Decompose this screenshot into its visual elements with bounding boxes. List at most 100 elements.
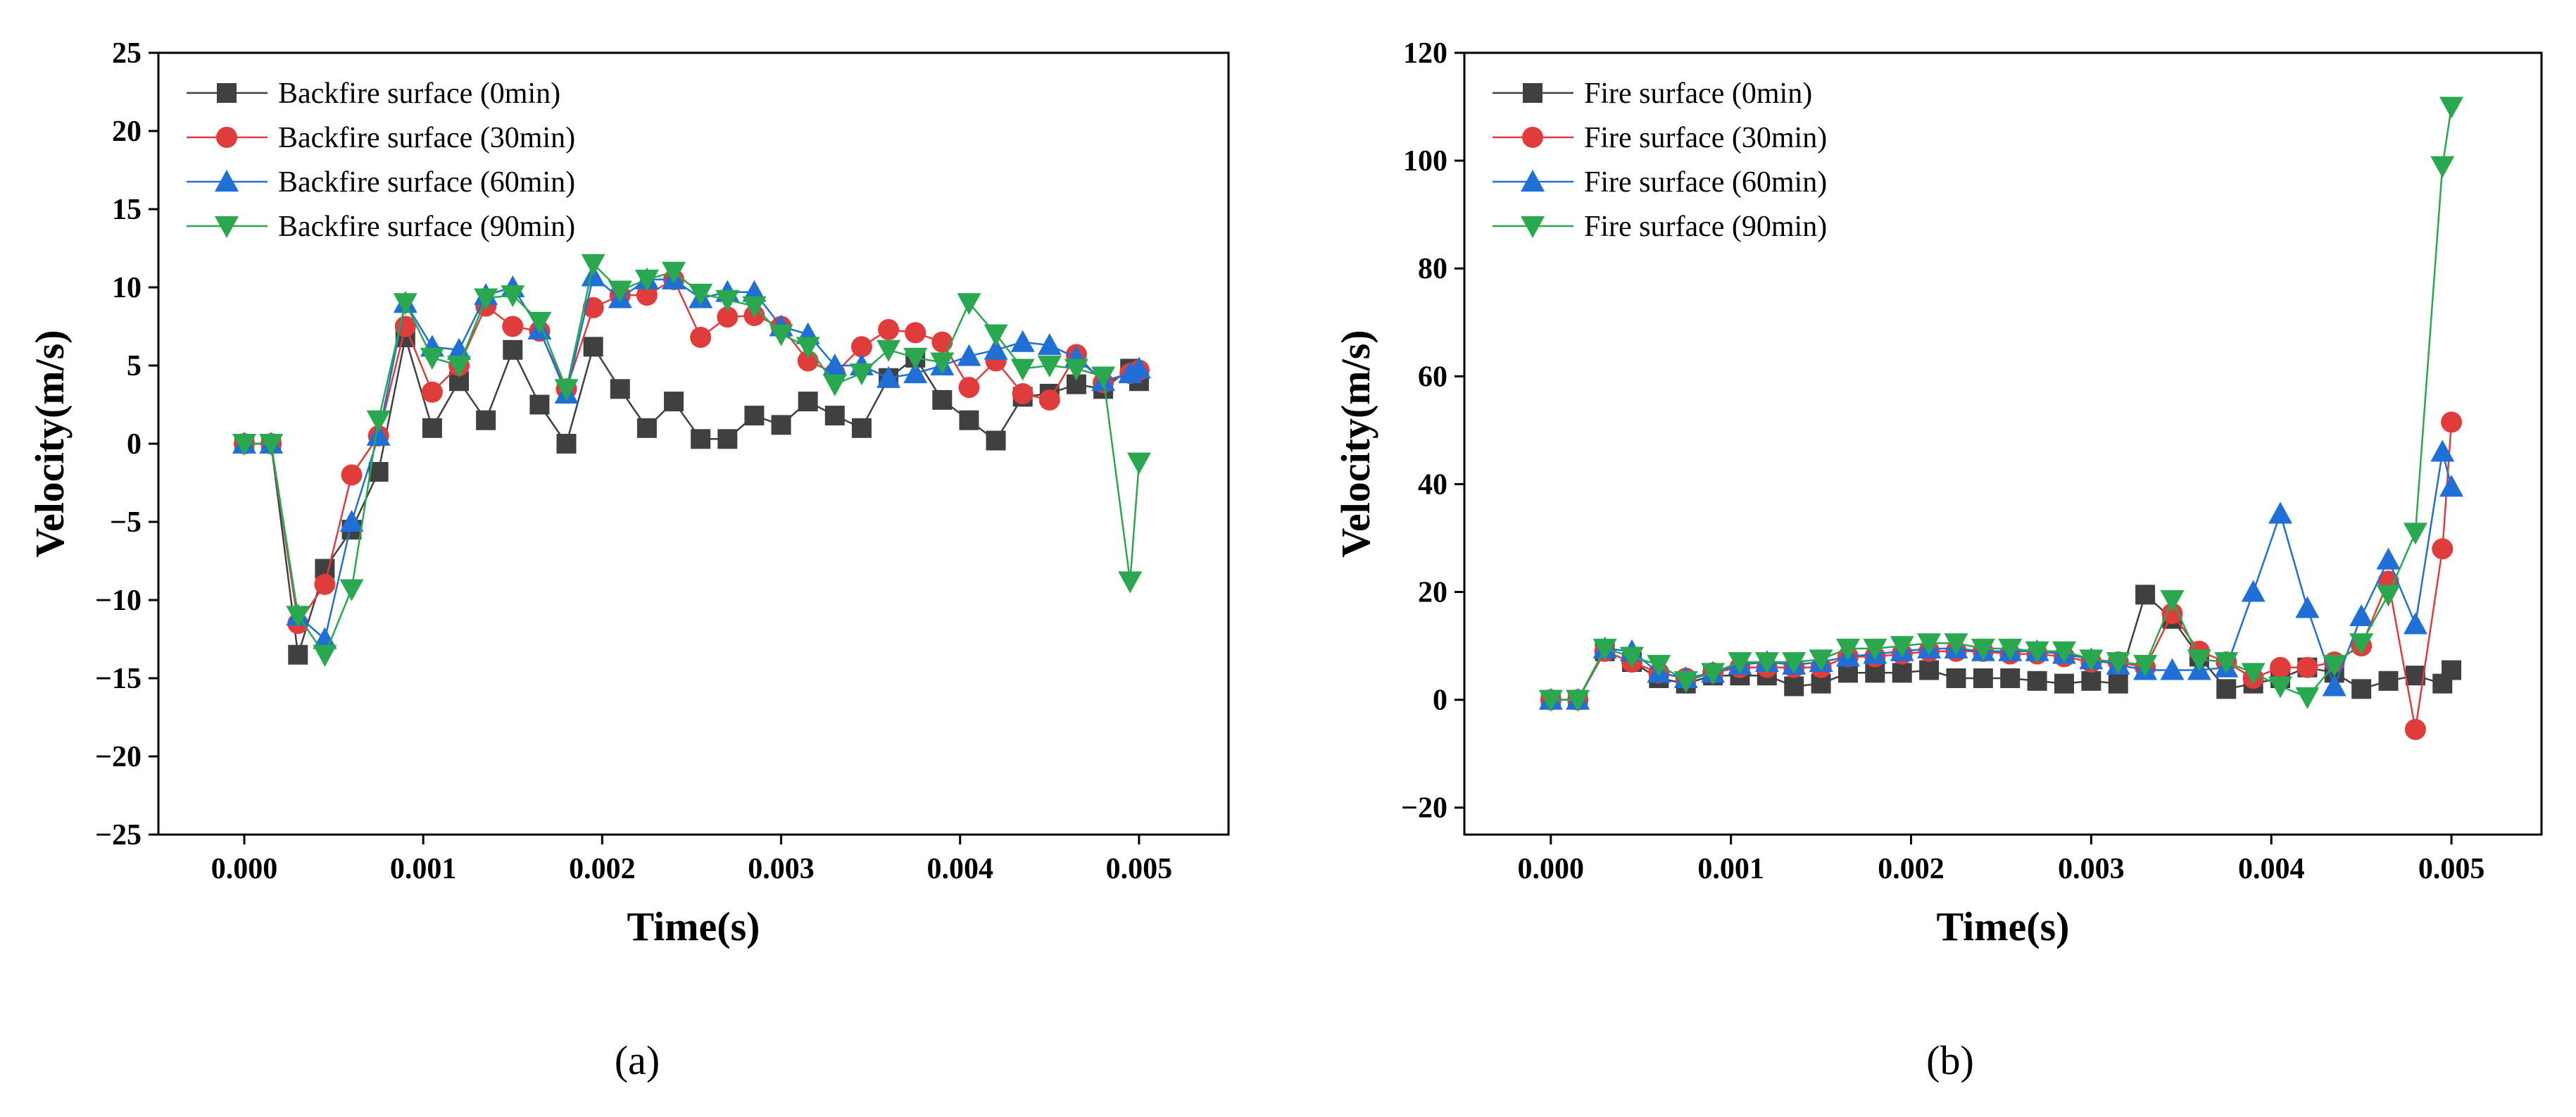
data-point xyxy=(2297,656,2318,678)
data-point xyxy=(1890,636,1914,659)
legend-marker xyxy=(216,127,237,148)
data-point xyxy=(2187,649,2211,672)
y-tick-label: −10 xyxy=(95,585,142,617)
data-point xyxy=(636,285,658,306)
data-point xyxy=(1126,452,1151,475)
data-point xyxy=(744,406,765,426)
panel-a: 0.000 0.001 0.002 0.003 0.004 0.005 −25 −20 −15 −… xyxy=(27,37,1230,1083)
legend-label: Backfire surface (0min) xyxy=(278,77,560,110)
y-tick-label: 0 xyxy=(1433,685,1447,717)
x-tick-label: 0.003 xyxy=(2058,853,2125,885)
data-point xyxy=(583,337,603,357)
data-point xyxy=(877,339,901,362)
data-point xyxy=(717,429,738,449)
y-tick-label: −15 xyxy=(95,663,142,695)
data-point xyxy=(1892,663,1912,683)
data-point xyxy=(2054,673,2074,694)
panel-label: (a) xyxy=(615,1037,660,1083)
data-point xyxy=(664,392,684,412)
data-point xyxy=(2027,670,2047,691)
y-tick-label: 120 xyxy=(1403,37,1447,70)
series-1 xyxy=(234,327,1149,665)
data-point xyxy=(610,379,630,399)
legend-item: Fire surface (60min) xyxy=(1493,166,1827,199)
data-point xyxy=(957,293,981,316)
data-point xyxy=(822,354,847,375)
data-point xyxy=(2133,654,2158,677)
data-point xyxy=(1012,382,1033,404)
legend-item: Fire surface (90min) xyxy=(1493,211,1827,243)
data-point xyxy=(798,392,818,412)
data-point xyxy=(903,347,928,370)
legend-marker xyxy=(215,170,239,192)
data-point xyxy=(288,644,308,665)
data-point xyxy=(1754,652,1779,675)
data-point xyxy=(715,289,740,312)
x-tick-label: 0.004 xyxy=(926,853,993,885)
legend-item: Backfire surface (90min) xyxy=(187,211,575,243)
data-point xyxy=(690,327,712,349)
data-point xyxy=(2214,652,2239,675)
data-point xyxy=(2439,475,2464,497)
series-line xyxy=(244,336,1140,656)
legend: Fire surface (0min) Fire surface (30min) F… xyxy=(1493,77,1827,243)
data-point xyxy=(2161,603,2183,625)
data-point xyxy=(2349,604,2374,626)
data-point xyxy=(1647,654,1671,677)
data-point xyxy=(1701,663,1726,685)
data-point xyxy=(313,644,337,667)
data-point xyxy=(1863,638,1887,661)
data-point xyxy=(2241,663,2266,685)
data-point xyxy=(959,410,979,430)
data-point xyxy=(1673,670,1698,693)
data-point xyxy=(420,347,444,370)
data-point xyxy=(2441,411,2463,433)
x-tick-label: 0.000 xyxy=(211,853,278,885)
data-point xyxy=(232,434,257,456)
y-tick-label: 20 xyxy=(1418,577,1447,609)
panel-b: 0.000 0.001 0.002 0.003 0.004 0.005 −20 0 20 40 60… xyxy=(1333,37,2543,1083)
data-point xyxy=(1971,638,1995,661)
data-point xyxy=(581,254,605,276)
y-tick-label: 100 xyxy=(1403,145,1447,177)
x-axis-title: Time(s) xyxy=(627,904,760,949)
y-tick-label: −5 xyxy=(110,506,142,539)
series-4 xyxy=(232,254,1151,667)
legend-item: Backfire surface (60min) xyxy=(187,166,575,199)
data-point xyxy=(2349,633,2374,656)
data-point xyxy=(366,410,391,432)
legend-label: Backfire surface (30min) xyxy=(278,122,575,154)
data-point xyxy=(1917,633,1942,656)
data-point xyxy=(2081,670,2101,691)
plot-frame xyxy=(1463,51,2543,836)
x-tick-label: 0.000 xyxy=(1518,853,1585,885)
data-point xyxy=(742,296,767,318)
data-point xyxy=(1091,366,1116,389)
data-point xyxy=(796,337,820,359)
data-point xyxy=(447,356,472,377)
data-point xyxy=(366,423,391,446)
data-point xyxy=(502,316,524,337)
data-point xyxy=(691,429,711,449)
legend-label: Fire surface (60min) xyxy=(1584,166,1827,199)
data-point xyxy=(1037,333,1062,356)
data-point xyxy=(447,337,472,360)
data-point xyxy=(2268,501,2293,524)
data-point xyxy=(341,464,363,486)
legend-marker xyxy=(217,83,237,103)
data-point xyxy=(1973,668,1993,688)
legend-label: Fire surface (30min) xyxy=(1584,122,1827,154)
data-point xyxy=(822,374,847,397)
y-tick-label: 80 xyxy=(1418,253,1447,285)
x-tick-label: 0.003 xyxy=(748,853,815,885)
legend-item: Backfire surface (30min) xyxy=(187,122,575,154)
data-point xyxy=(1946,668,1966,688)
data-point xyxy=(1010,330,1035,352)
y-tick-label: 60 xyxy=(1418,361,1447,393)
x-tick-label: 0.001 xyxy=(1697,853,1764,885)
data-point xyxy=(957,344,981,366)
y-tick-label: 0 xyxy=(127,428,142,461)
data-point xyxy=(717,306,739,328)
data-point xyxy=(634,269,659,292)
